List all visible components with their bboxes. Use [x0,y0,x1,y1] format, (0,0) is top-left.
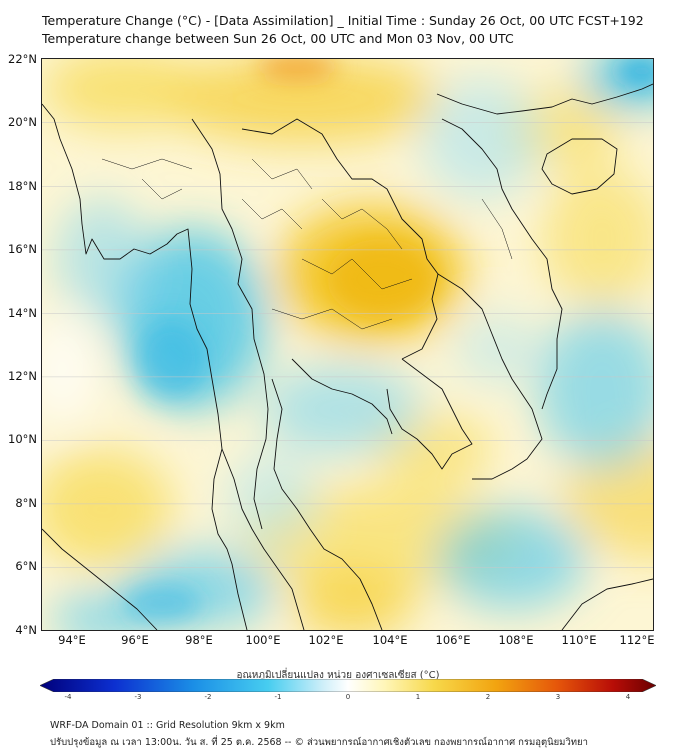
colorbar-tick: 4 [625,693,631,701]
lat-label-8n: 8°N [15,496,37,510]
lon-label-102e: 102°E [308,633,344,647]
temperature-change-map [41,58,654,631]
lat-label-18n: 18°N [8,179,37,193]
map-canvas [42,59,653,630]
lon-label-108e: 108°E [498,633,534,647]
colorbar-tick: -4 [64,693,72,701]
map-title: Temperature Change (°C) - [Data Assimila… [42,13,644,28]
temperature-field-broad [42,59,653,630]
lon-label-94e: 94°E [58,633,86,647]
colorbar [40,679,656,692]
colorbar-tick: -3 [134,693,142,701]
lat-label-16n: 16°N [8,242,37,256]
lon-label-110e: 110°E [561,633,597,647]
colorbar-tick: -2 [204,693,212,701]
lat-label-12n: 12°N [8,369,37,383]
footer-model-info: WRF-DA Domain 01 :: Grid Resolution 9km … [50,720,285,731]
lon-label-104e: 104°E [372,633,408,647]
lat-label-14n: 14°N [8,306,37,320]
lat-label-10n: 10°N [8,432,37,446]
colorbar-tick: -1 [274,693,282,701]
colorbar-tick: 1 [415,693,421,701]
lat-label-22n: 22°N [8,52,37,66]
colorbar-title: อุณหภูมิเปลี่ยนแปลง หน่วย องศาเซลเซียส (… [236,670,440,681]
map-subtitle: Temperature change between Sun 26 Oct, 0… [42,31,514,46]
lon-label-112e: 112°E [619,633,655,647]
country-borders [42,83,653,630]
lat-label-4n: 4°N [15,623,37,637]
lat-label-20n: 20°N [8,115,37,129]
footer-update-info: ปรับปรุงข้อมูล ณ เวลา 13:00น. วัน ส. ที่… [50,737,588,748]
colorbar-tick: 0 [345,693,351,701]
colorbar-tick: 3 [555,693,561,701]
lon-label-106e: 106°E [435,633,471,647]
lat-label-6n: 6°N [15,559,37,573]
lon-label-96e: 96°E [121,633,149,647]
lon-label-100e: 100°E [245,633,281,647]
lon-label-98e: 98°E [185,633,213,647]
colorbar-scale [40,679,656,692]
graticule [42,122,653,568]
colorbar-tick: 2 [485,693,491,701]
